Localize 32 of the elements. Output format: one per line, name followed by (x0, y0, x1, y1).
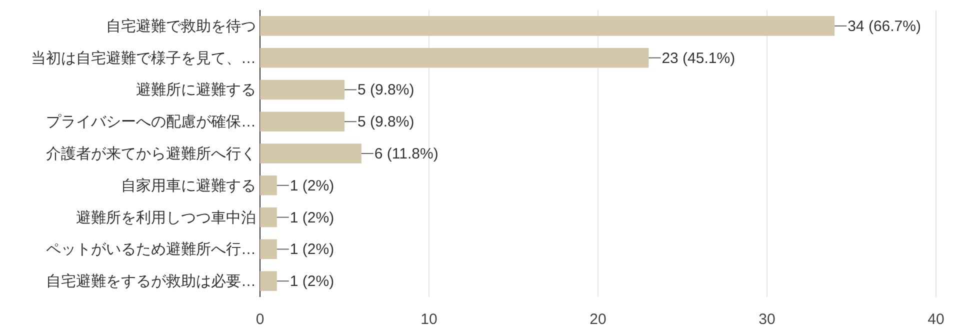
data-label: 1 (2%) (290, 241, 334, 258)
bar (260, 80, 344, 100)
y-tick-label: プライバシーへの配慮が確保… (46, 114, 256, 131)
data-label: 6 (11.8%) (374, 146, 438, 162)
x-tick-label: 10 (420, 311, 438, 328)
bar (260, 239, 277, 260)
y-tick-label: 自家用車に避難する (121, 177, 256, 194)
data-label: 5 (9.8%) (358, 82, 414, 99)
data-label: 1 (2%) (290, 209, 334, 226)
data-label: 34 (66.7%) (848, 18, 921, 35)
data-label: 1 (2%) (290, 177, 334, 194)
bar (260, 144, 362, 164)
y-tick-label: ペットがいるため避難所へ行… (46, 241, 256, 258)
bar (260, 176, 277, 196)
x-tick-label: 20 (590, 311, 606, 328)
bar (260, 207, 277, 228)
y-tick-label: 自宅避難をするが救助は必要… (46, 273, 256, 290)
data-label: 1 (2%) (290, 273, 334, 290)
y-tick-label: 避難所に避難する (136, 82, 256, 99)
y-tick-label: 当初は自宅避難で様子を見て、… (31, 50, 256, 67)
bar (260, 271, 277, 291)
bar (260, 16, 835, 36)
y-tick-label: 避難所を利用しつつ車中泊 (76, 209, 256, 226)
bar (260, 112, 344, 132)
y-tick-label: 自宅避難で救助を待つ (106, 18, 256, 35)
data-label: 23 (45.1%) (662, 50, 736, 67)
data-label: 5 (9.8%) (358, 114, 414, 131)
x-tick-label: 40 (928, 311, 944, 328)
bar (260, 48, 649, 68)
y-tick-label: 介護者が来てから避難所へ行く (46, 146, 256, 162)
x-tick-label: 0 (256, 311, 264, 328)
x-tick-label: 30 (758, 311, 776, 328)
